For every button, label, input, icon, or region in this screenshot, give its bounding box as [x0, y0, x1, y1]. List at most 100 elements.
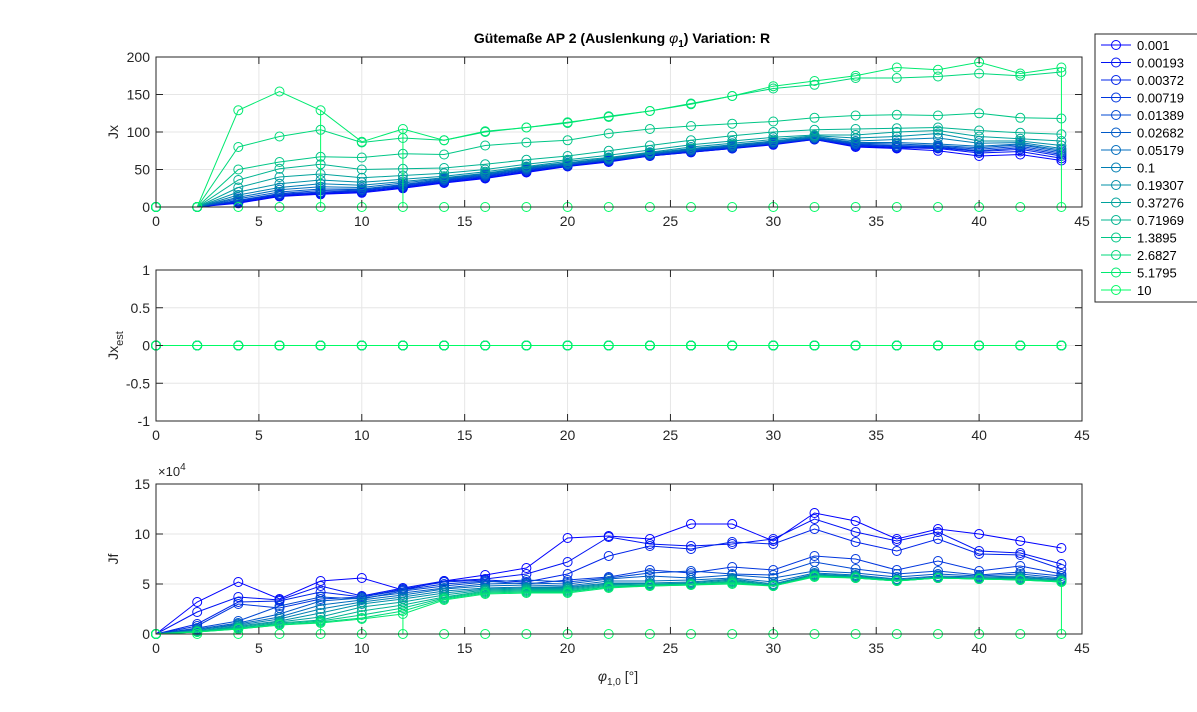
legend-item: 0.01389 — [1101, 108, 1184, 123]
data-point — [356, 340, 367, 351]
series-10 — [151, 340, 1067, 351]
data-point — [933, 71, 943, 82]
data-point — [233, 599, 244, 609]
y-tick-label: 50 — [134, 162, 150, 178]
data-point — [850, 340, 861, 351]
data-point — [274, 340, 285, 351]
jx-subplot: 0 5 10 15 20 25 30 35 40 45 0 50 100 150 200 Jx — [105, 49, 1090, 229]
legend-label: 0.37276 — [1137, 196, 1184, 211]
legend-item: 0.1 — [1101, 161, 1155, 176]
data-point — [315, 340, 326, 351]
data-point — [192, 607, 203, 617]
data-point — [1015, 68, 1026, 79]
legend-item: 1.3895 — [1101, 231, 1177, 246]
data-point — [1015, 133, 1026, 144]
data-point — [356, 152, 367, 163]
x-tick-label: 0 — [152, 213, 160, 229]
data-point — [850, 73, 861, 83]
data-point — [274, 86, 285, 97]
data-point — [233, 142, 244, 152]
x-tick-label: 25 — [663, 640, 679, 656]
plot-area — [156, 484, 1082, 634]
x-tick-label: 45 — [1074, 640, 1090, 656]
x-tick-label: 30 — [766, 640, 782, 656]
data-point — [850, 136, 861, 146]
legend-marker — [1111, 75, 1121, 85]
data-point — [1015, 340, 1026, 351]
data-point — [1015, 136, 1026, 146]
data-point — [521, 122, 532, 133]
series-line — [156, 138, 1062, 208]
x-tick-label: 10 — [354, 213, 370, 229]
legend-marker — [1111, 215, 1121, 225]
data-point — [974, 549, 985, 559]
exponent-base: ×10 — [158, 464, 180, 479]
data-point — [603, 145, 614, 156]
x-tick-label: 40 — [971, 213, 987, 229]
series-line — [155, 512, 1062, 635]
legend-label: 1.3895 — [1137, 231, 1177, 246]
y-tick-label: 100 — [127, 124, 151, 140]
data-point — [439, 163, 450, 173]
data-point — [603, 532, 614, 542]
data-point — [850, 554, 861, 564]
data-point — [480, 126, 491, 137]
jf-subplot: 0 5 10 15 20 25 30 35 40 45 0 5 10 15 Jf ×104 — [105, 462, 1090, 656]
data-point — [974, 546, 985, 556]
legend-item: 10 — [1101, 283, 1151, 298]
y-axis-label: Jxest — [105, 331, 126, 360]
data-point — [891, 73, 902, 83]
y-tick-label: 0 — [142, 626, 150, 642]
data-point — [439, 135, 450, 146]
data-point — [933, 125, 943, 136]
series-line — [156, 136, 1062, 208]
legend-label: 0.001 — [1137, 38, 1170, 53]
data-point — [686, 99, 696, 110]
data-point — [274, 131, 285, 142]
data-point — [521, 563, 532, 573]
y-tick-label: 200 — [127, 49, 151, 65]
data-point — [809, 112, 820, 123]
legend-marker — [1111, 57, 1121, 68]
x-tick-label: 5 — [255, 427, 263, 443]
data-point — [562, 533, 573, 543]
data-point — [933, 527, 943, 537]
data-point — [521, 588, 532, 598]
legend-item: 0.19307 — [1101, 178, 1184, 193]
y-axis-label: Jx — [105, 125, 121, 139]
x-tick-label: 35 — [868, 213, 884, 229]
data-point — [727, 136, 738, 146]
legend-item: 0.00372 — [1101, 73, 1184, 88]
legend-label: 0.00193 — [1137, 56, 1184, 71]
data-point — [397, 340, 408, 351]
legend-label: 0.1 — [1137, 161, 1155, 176]
data-point — [768, 83, 779, 94]
data-point — [850, 130, 861, 140]
data-point — [562, 340, 573, 351]
data-point — [233, 105, 244, 116]
data-point — [850, 516, 861, 526]
series-line — [155, 576, 1062, 635]
x-tick-label: 15 — [457, 213, 473, 229]
y-axis-label-main: Jx — [105, 346, 121, 360]
data-point — [727, 138, 738, 149]
legend-marker — [1111, 40, 1121, 50]
data-point — [727, 118, 738, 129]
data-point — [768, 116, 779, 127]
x-tick-label: 30 — [766, 427, 782, 443]
data-point — [891, 109, 902, 120]
data-point — [727, 91, 738, 101]
series-0.71969 — [151, 122, 1067, 212]
data-point — [1015, 112, 1026, 123]
data-point — [974, 108, 985, 119]
data-point — [644, 340, 655, 351]
data-point — [809, 514, 820, 524]
legend-label: 10 — [1137, 283, 1151, 298]
data-point — [315, 581, 326, 591]
data-point — [809, 130, 820, 140]
data-point — [356, 573, 367, 583]
data-point — [933, 524, 943, 534]
data-point — [891, 536, 902, 546]
data-point — [480, 140, 491, 151]
